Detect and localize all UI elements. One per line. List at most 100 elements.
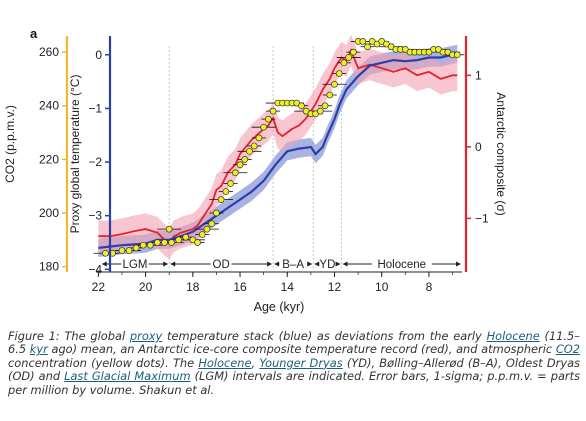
co2-tick-label: 240	[39, 99, 59, 113]
caption-text: (11.5–6.5	[8, 329, 580, 357]
co2-data-point	[246, 147, 253, 155]
temperature-tick-label: −1	[88, 101, 102, 115]
co2-data-point	[132, 244, 140, 252]
co2-data-point	[340, 59, 348, 67]
link-kyr[interactable]: kyr	[29, 342, 48, 357]
link-holocene[interactable]: Holocene	[486, 329, 540, 343]
co2-data-point	[139, 241, 147, 249]
arrowhead	[170, 261, 176, 267]
co2-data-point	[316, 107, 324, 115]
caption-text: ,	[251, 355, 260, 370]
arrowhead	[267, 261, 273, 267]
co2-data-point	[227, 180, 234, 187]
co2-data-point	[208, 220, 216, 228]
link-co2[interactable]: CO2	[555, 342, 580, 357]
caption-text: concentration (yellow dots). The	[8, 355, 199, 370]
co2-data-point	[146, 241, 154, 249]
x-axis-label: Age (kyr)	[254, 300, 305, 314]
antarctic-tick-label: 0	[475, 140, 482, 154]
arrowhead	[163, 261, 169, 267]
co2-data-point	[326, 91, 334, 99]
co2-data-point	[269, 107, 277, 115]
co2-data-point	[165, 225, 173, 233]
co2-data-point	[217, 196, 225, 203]
interval-label: Holocene	[377, 259, 426, 271]
x-tick-label: 16	[233, 280, 247, 294]
co2-data-point	[453, 51, 461, 59]
co2-data-point	[335, 70, 343, 77]
interval-lgm: LGM	[101, 259, 169, 271]
co2-data-point	[236, 161, 244, 169]
interval-yd: YD	[314, 259, 341, 271]
co2-data-point	[241, 156, 249, 163]
co2-tick-label: 220	[39, 152, 59, 166]
link-last-glacial-maximum[interactable]: Last Glacial Maximum	[64, 369, 191, 384]
arrowhead	[274, 261, 280, 267]
co2-data-point	[331, 80, 338, 88]
x-tick-label: 20	[139, 280, 153, 294]
co2-data-point	[198, 231, 206, 238]
co2-data-point	[102, 249, 109, 257]
panel-label: a	[30, 26, 38, 41]
antarctic-axis-label: Antarctic composite (σ)	[494, 92, 508, 215]
antarctic-uncertainty-band	[98, 34, 458, 260]
temperature-axis-label: Proxy global temperature (°C)	[68, 75, 82, 234]
temperature-tick-label: −2	[88, 155, 102, 169]
arrowhead	[101, 261, 107, 267]
interval-label: YD	[319, 259, 335, 271]
link-holocene[interactable]: Holocene	[198, 355, 252, 370]
x-tick-label: 10	[375, 280, 389, 294]
co2-data-point	[321, 102, 329, 110]
x-tick-label: 22	[92, 280, 106, 294]
co2-tick-label: 200	[39, 206, 59, 220]
temperature-tick-label: −4	[88, 262, 102, 276]
temperature-tick-label: −3	[88, 209, 102, 223]
co2-data-point	[222, 188, 230, 195]
co2-data-point	[203, 225, 211, 233]
caption-text: ago) mean, an Antarctic ice-core composi…	[47, 342, 556, 357]
co2-tick-label: 180	[39, 260, 59, 274]
co2-data-point	[359, 38, 367, 45]
arrowhead	[307, 261, 313, 267]
co2-data-point	[350, 48, 357, 56]
co2-data-point	[175, 236, 182, 244]
arrowhead	[456, 261, 461, 267]
caption-text: temperature stack (blue) as deviations f…	[162, 329, 487, 343]
interval-od: OD	[170, 259, 273, 271]
co2-axis-label: CO2 (p.p.m.v.)	[3, 105, 17, 183]
co2-data-point	[213, 209, 220, 217]
arrowhead	[342, 261, 348, 267]
caption-text: (YD), Bølling–Allerød (B–A), Oldest Drya…	[8, 355, 581, 384]
co2-data-point	[250, 142, 258, 150]
co2-data-point	[345, 54, 353, 61]
co2-data-point	[231, 169, 239, 177]
co2-data-point	[255, 134, 263, 142]
x-tick-label: 14	[281, 280, 295, 294]
co2-data-point	[161, 239, 168, 246]
co2-data-point	[260, 123, 268, 131]
link-proxy[interactable]: proxy	[129, 329, 163, 343]
temperature-tick-label: 0	[95, 48, 102, 62]
co2-data-point	[194, 239, 201, 246]
interval-label: B–A	[282, 259, 304, 271]
interval-ba: B–A	[274, 259, 313, 271]
antarctic-tick-label: −1	[475, 211, 489, 225]
antarctic-tick-label: 1	[475, 68, 482, 82]
co2-data-point	[265, 115, 272, 123]
co2-data-point	[125, 247, 133, 254]
co2-tick-label: 260	[39, 45, 59, 59]
x-tick-label: 8	[426, 280, 433, 294]
caption-text: Figure 1: The global	[8, 329, 130, 343]
arrowhead	[335, 261, 341, 267]
link-younger-dryas[interactable]: Younger Dryas	[259, 355, 343, 370]
interval-label: LGM	[123, 259, 148, 271]
co2-data-point	[168, 239, 175, 246]
x-tick-label: 18	[186, 280, 200, 294]
co2-data-point	[182, 233, 190, 241]
caption-text: (LGM) intervals are indicated. Error bar…	[8, 369, 581, 397]
interval-label: OD	[213, 259, 230, 271]
x-tick-label: 12	[328, 280, 342, 294]
interval-holocene: Holocene	[342, 259, 461, 271]
co2-data-point	[154, 239, 161, 246]
